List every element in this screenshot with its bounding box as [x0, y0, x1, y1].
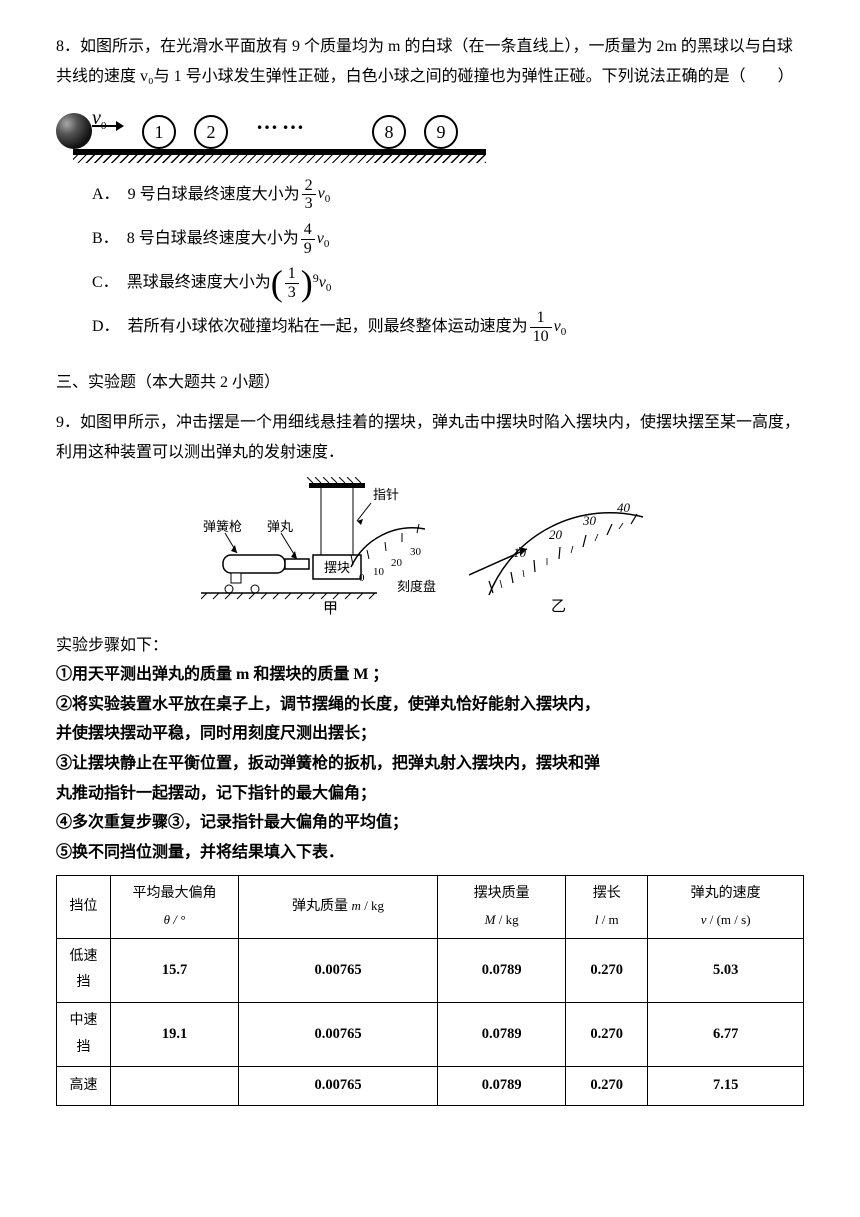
- th-angle: 平均最大偏角 θ / °: [111, 876, 239, 938]
- step-3b: 丸推动指针一起摆动，记下指针的最大偏角；: [56, 779, 804, 809]
- cell-m: 0.00765: [239, 1002, 438, 1066]
- th-l: 摆长 l / m: [566, 876, 648, 938]
- v0-d: v0: [554, 312, 567, 343]
- white-ball-2: 2: [194, 115, 228, 149]
- opt-d-letter: D．: [92, 312, 120, 342]
- cell-angle: [111, 1067, 239, 1106]
- v0-a: v0: [318, 179, 331, 210]
- cell-angle: 15.7: [111, 938, 239, 1002]
- table-row: 中速挡 19.1 0.00765 0.0789 0.270 6.77: [57, 1002, 804, 1066]
- svg-text:0: 0: [359, 572, 365, 584]
- cell-l: 0.270: [566, 1002, 648, 1066]
- svg-text:20: 20: [549, 527, 563, 542]
- svg-text:弹簧枪: 弹簧枪: [203, 519, 242, 534]
- cell-gear: 中速挡: [57, 1002, 111, 1066]
- step-5: ⑤换不同挡位测量，并将结果填入下表．: [56, 838, 804, 868]
- svg-text:乙: 乙: [551, 599, 566, 615]
- cell-angle: 19.1: [111, 1002, 239, 1066]
- table-row: 低速挡 15.7 0.00765 0.0789 0.270 5.03: [57, 938, 804, 1002]
- cell-gear: 低速挡: [57, 938, 111, 1002]
- cell-l: 0.270: [566, 938, 648, 1002]
- diagram-yi-icon: 10 20 30 40 乙: [469, 487, 659, 617]
- hatch-icon: [73, 155, 486, 163]
- q8-header: 8．如图所示，在光滑水平面放有 9 个质量均为 m 的白球（在一条直线上），一质…: [56, 32, 804, 93]
- svg-text:指针: 指针: [373, 487, 399, 502]
- svg-text:10: 10: [373, 566, 385, 578]
- data-table: 挡位 平均最大偏角 θ / ° 弹丸质量 m / kg 摆块质量 M / kg …: [56, 875, 804, 1105]
- svg-text:30: 30: [410, 546, 422, 558]
- q9-header: 9．如图甲所示，冲击摆是一个用细线悬挂着的摆块，弹丸击中摆块时陷入摆块内，使摆块…: [56, 408, 804, 469]
- svg-text:20: 20: [391, 557, 403, 569]
- arrow-icon: [92, 125, 122, 127]
- frac-d: 1 10: [530, 309, 552, 345]
- th-M: 摆块质量 M / kg: [438, 876, 566, 938]
- opt-d-text: 若所有小球依次碰撞均粘在一起，则最终整体运动速度为: [128, 312, 528, 342]
- opt-b-text: 8 号白球最终速度大小为: [127, 224, 299, 254]
- svg-text:40: 40: [617, 500, 631, 515]
- svg-text:弹丸: 弹丸: [267, 519, 293, 534]
- opt-c-text: 黑球最终速度大小为: [127, 268, 271, 298]
- step-4: ④多次重复步骤③，记录指针最大偏角的平均值；: [56, 808, 804, 838]
- dots-icon: ……: [256, 101, 308, 143]
- cell-v: 5.03: [648, 938, 804, 1002]
- th-v: 弹丸的速度 v / (m / s): [648, 876, 804, 938]
- opt-a-text: 9 号白球最终速度大小为: [128, 180, 300, 210]
- v0-b: v0: [317, 224, 330, 255]
- cell-M: 0.0789: [438, 1067, 566, 1106]
- cell-gear: 高速: [57, 1067, 111, 1106]
- opt-c-letter: C．: [92, 268, 119, 298]
- white-ball-1: 1: [142, 115, 176, 149]
- option-d: D． 若所有小球依次碰撞均粘在一起，则最终整体运动速度为 1 10 v0: [92, 309, 804, 345]
- white-ball-9: 9: [424, 115, 458, 149]
- step-2b: 并使摆块摆动平稳，同时用刻度尺测出摆长；: [56, 719, 804, 749]
- step-1: ①用天平测出弹丸的质量 m 和摆块的质量 M ；: [56, 660, 804, 690]
- frac-c: ( 1 3 ) 9: [271, 265, 319, 301]
- cell-M: 0.0789: [438, 938, 566, 1002]
- q9-steps: 实验步骤如下： ①用天平测出弹丸的质量 m 和摆块的质量 M ； ②将实验装置水…: [56, 631, 804, 868]
- cell-v: 6.77: [648, 1002, 804, 1066]
- v0-label: v0: [92, 99, 106, 137]
- table-header-row: 挡位 平均最大偏角 θ / ° 弹丸质量 m / kg 摆块质量 M / kg …: [57, 876, 804, 938]
- q8-options: A． 9 号白球最终速度大小为 2 3 v0 B． 8 号白球最终速度大小为 4…: [92, 177, 804, 346]
- step-3a: ③让摆块静止在平衡位置，扳动弹簧枪的扳机，把弹丸射入摆块内，摆块和弹: [56, 749, 804, 779]
- white-ball-8: 8: [372, 115, 406, 149]
- cell-m: 0.00765: [239, 1067, 438, 1106]
- svg-text:摆块: 摆块: [324, 560, 350, 575]
- diagram-jia-icon: 摆块 指针 0 10 20 30 刻度盘 弹簧枪 弹丸: [201, 477, 441, 617]
- option-b: B． 8 号白球最终速度大小为 4 9 v0: [92, 221, 804, 257]
- frac-a: 2 3: [302, 177, 316, 213]
- option-a: A． 9 号白球最终速度大小为 2 3 v0: [92, 177, 804, 213]
- frac-b: 4 9: [301, 221, 315, 257]
- q9-diagram: 摆块 指针 0 10 20 30 刻度盘 弹簧枪 弹丸: [56, 477, 804, 617]
- option-c: C． 黑球最终速度大小为 ( 1 3 ) 9 v0: [92, 265, 804, 301]
- th-m: 弹丸质量 m / kg: [239, 876, 438, 938]
- svg-text:30: 30: [582, 513, 597, 528]
- black-ball-icon: [56, 113, 92, 149]
- table-row: 高速 0.00765 0.0789 0.270 7.15: [57, 1067, 804, 1106]
- opt-b-letter: B．: [92, 224, 119, 254]
- svg-text:甲: 甲: [323, 601, 338, 617]
- svg-text:刻度盘: 刻度盘: [397, 579, 436, 594]
- cell-M: 0.0789: [438, 1002, 566, 1066]
- v0-c: v0: [319, 268, 332, 299]
- section-3-title: 三、实验题（本大题共 2 小题）: [56, 368, 804, 398]
- cell-m: 0.00765: [239, 938, 438, 1002]
- steps-intro: 实验步骤如下：: [56, 631, 804, 661]
- step-2a: ②将实验装置水平放在桌子上，调节摆绳的长度，使弹丸恰好能射入摆块内，: [56, 690, 804, 720]
- cell-v: 7.15: [648, 1067, 804, 1106]
- q8-diagram: v0 1 2 …… 8 9: [56, 103, 486, 163]
- opt-a-letter: A．: [92, 180, 120, 210]
- th-gear: 挡位: [57, 876, 111, 938]
- cell-l: 0.270: [566, 1067, 648, 1106]
